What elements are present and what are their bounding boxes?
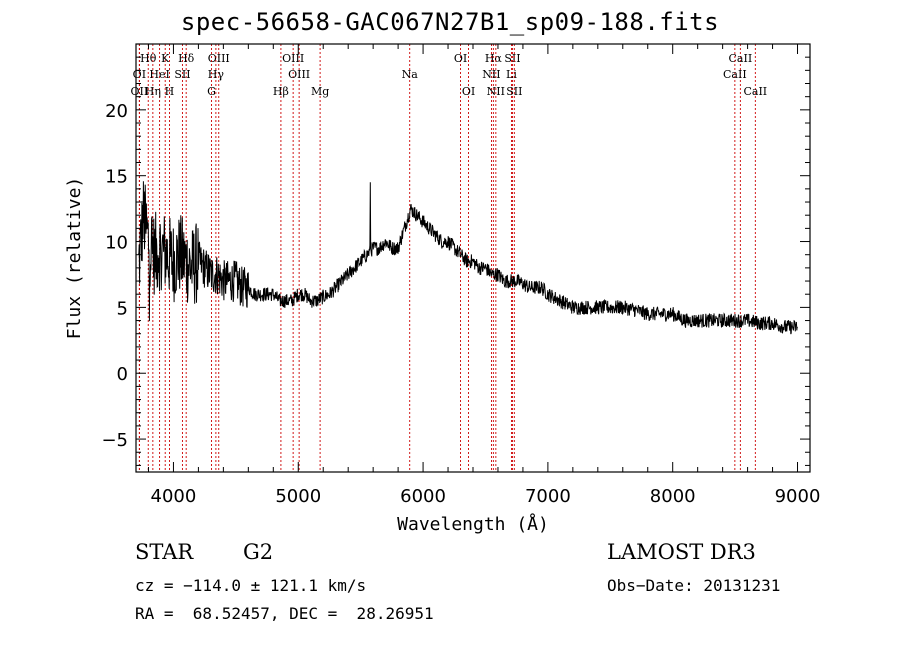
- survey-name: LAMOST DR3: [607, 540, 756, 564]
- plot-frame: [135, 43, 811, 473]
- observation-date: Obs−Date: 20131231: [607, 576, 781, 595]
- x-tick-label: 7000: [525, 486, 571, 507]
- x-axis-label: Wavelength (Å): [397, 513, 549, 535]
- spectrum-layer: [138, 181, 798, 335]
- y-tick-label: 15: [105, 167, 128, 188]
- y-tick-label: 10: [105, 233, 128, 254]
- marker-label: Mg: [311, 85, 329, 98]
- marker-label: OIII: [208, 52, 230, 65]
- x-tick-label: 9000: [775, 486, 821, 507]
- y-tick-label: −5: [101, 430, 128, 451]
- marker-label: OI: [462, 85, 475, 98]
- marker-label: Na: [402, 68, 419, 81]
- spectrum-line: [138, 181, 798, 335]
- y-tick-label: 0: [117, 364, 128, 385]
- x-tick-label: 8000: [650, 486, 696, 507]
- marker-label: OII: [131, 85, 149, 98]
- marker-label: G: [207, 85, 216, 98]
- object-class: STAR: [135, 540, 194, 564]
- marker-label: CaII: [723, 68, 747, 81]
- marker-label: SII: [504, 52, 520, 65]
- marker-label: HeI: [149, 68, 169, 81]
- marker-label: OI: [454, 52, 467, 65]
- marker-label: OIII: [282, 52, 304, 65]
- marker-label: Hα: [485, 52, 503, 65]
- marker-label: SII: [506, 85, 522, 98]
- x-tick-label: 5000: [275, 486, 321, 507]
- marker-label: OIII: [288, 68, 310, 81]
- marker-label: Hδ: [178, 52, 195, 65]
- axis-ticks: 4000 5000 6000 7000 8000 9000 −5 0 5 10 15 20: [101, 44, 820, 507]
- marker-label: Hγ: [208, 68, 225, 81]
- marker-label: NII: [487, 85, 505, 98]
- object-subclass: G2: [243, 540, 274, 564]
- marker-label: CaII: [743, 85, 767, 98]
- marker-label: Hη: [145, 85, 161, 98]
- marker-label: K: [161, 52, 170, 65]
- y-tick-label: 5: [117, 298, 128, 319]
- chart-title: spec-56658-GAC067N27B1_sp09-188.fits: [180, 8, 720, 36]
- marker-label: Li: [506, 68, 517, 81]
- marker-label: SII: [174, 68, 190, 81]
- marker-label: NII: [482, 68, 500, 81]
- redshift-readout: cz = −114.0 ± 121.1 km/s: [135, 576, 367, 595]
- x-tick-label: 4000: [151, 486, 197, 507]
- marker-label: Hθ: [140, 52, 157, 65]
- marker-label: H: [165, 85, 175, 98]
- marker-label: CaII: [729, 52, 753, 65]
- y-tick-label: 20: [105, 101, 128, 122]
- y-axis-label: Flux (relative): [64, 177, 85, 340]
- marker-label: Hβ: [273, 85, 289, 98]
- coordinates-readout: RA = 68.52457, DEC = 28.26951: [135, 604, 434, 623]
- x-tick-label: 6000: [400, 486, 446, 507]
